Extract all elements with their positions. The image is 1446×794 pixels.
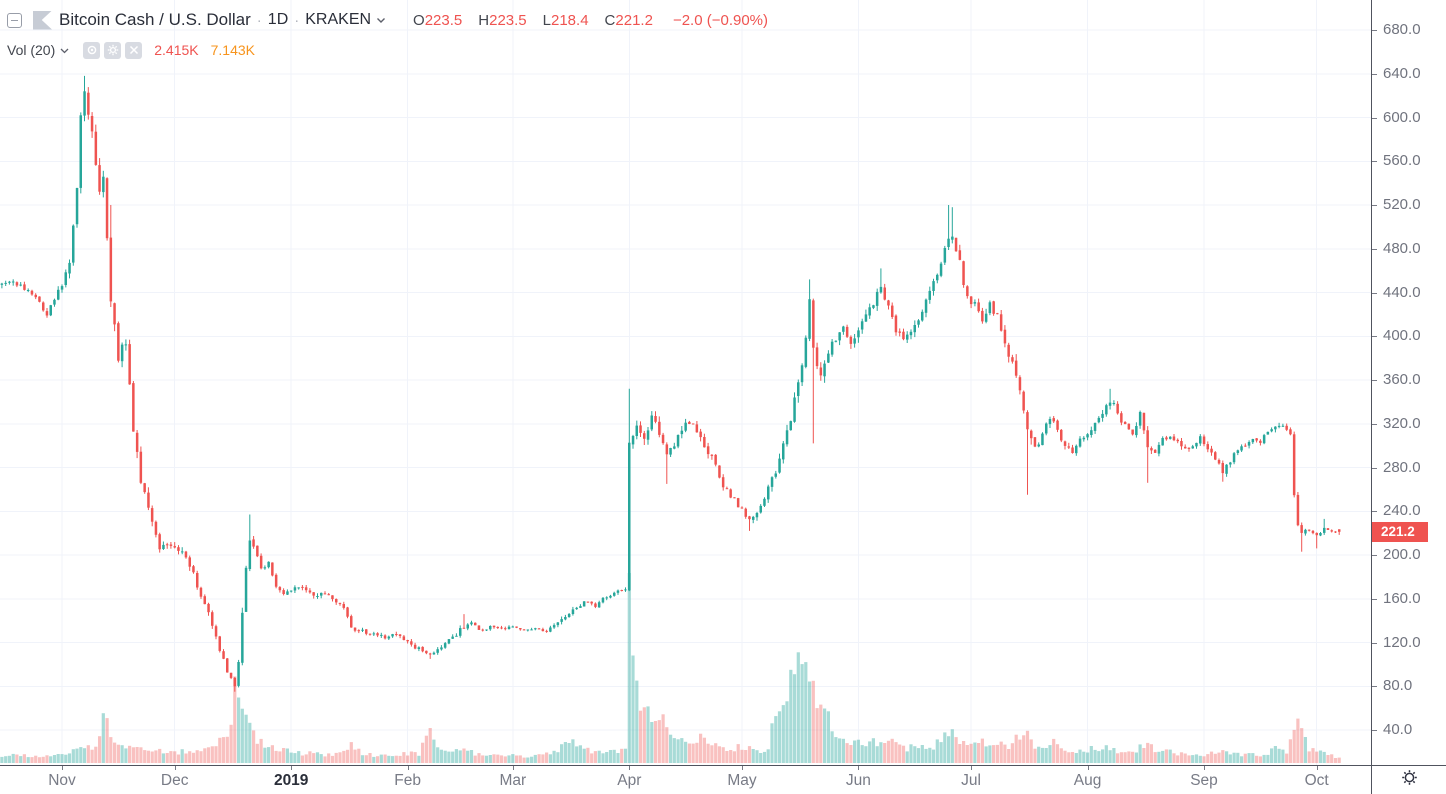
low-label: L [542, 11, 551, 29]
price-axis-label: 440.0 [1383, 283, 1421, 301]
volume-indicator-label[interactable]: Vol (20) [7, 42, 56, 58]
price-chart-pane[interactable] [0, 0, 1371, 765]
time-axis-tick [1087, 766, 1089, 770]
time-axis-label: 2019 [273, 772, 309, 789]
remove-icon[interactable] [125, 41, 143, 59]
low-value: 218.4 [551, 11, 589, 29]
price-axis-tick [1372, 248, 1377, 250]
separator-dot: · [256, 11, 262, 29]
open-value: 223.5 [424, 11, 463, 29]
price-axis-tick [1372, 730, 1377, 731]
price-axis-tick [1372, 642, 1377, 644]
close-value: 221.2 [615, 11, 653, 29]
time-axis-tick [174, 766, 176, 770]
open-label: O [413, 11, 425, 29]
time-axis-label: Mar [499, 772, 527, 789]
price-axis-label: 360.0 [1383, 371, 1421, 388]
separator-dot: · [294, 11, 300, 29]
price-axis-label: 320.0 [1383, 414, 1421, 432]
price-axis-label: 680.0 [1383, 21, 1421, 38]
price-axis-tick [1372, 686, 1377, 688]
price-axis-label: 400.0 [1383, 327, 1421, 345]
price-axis-tick [1372, 511, 1377, 513]
price-axis-label: 560.0 [1383, 152, 1421, 170]
gear-icon[interactable] [1400, 768, 1419, 792]
price-axis-label: 480.0 [1383, 239, 1421, 257]
price-axis-label: 40.0 [1383, 721, 1413, 738]
time-axis-label: Nov [48, 772, 76, 789]
time-axis-tick [1204, 766, 1205, 770]
price-axis-label: 120.0 [1383, 633, 1421, 651]
axis-settings-corner[interactable] [1371, 765, 1446, 794]
high-value: 223.5 [489, 11, 527, 29]
time-axis-tick [629, 766, 631, 770]
time-axis-label: Jun [845, 772, 871, 789]
chevron-down-icon[interactable] [60, 41, 69, 59]
time-axis-tick [407, 766, 409, 770]
time-axis-label: Apr [617, 772, 642, 789]
price-axis-label: 280.0 [1383, 458, 1421, 476]
time-axis-label: Dec [160, 772, 189, 789]
price-axis[interactable]: 221.2 680.0 640.0 600.0 560.0 520.0 480.0 440.… [1371, 0, 1446, 765]
exchange-label[interactable]: KRAKEN [305, 11, 372, 28]
price-axis-tick [1372, 292, 1377, 294]
price-axis-label: 200.0 [1383, 546, 1421, 563]
chevron-down-icon[interactable] [376, 11, 386, 29]
price-axis-tick [1372, 467, 1377, 469]
price-axis-tick [1372, 205, 1377, 206]
volume-ma-value: 7.143K [210, 42, 255, 58]
ohlc-readout: O223.5 H223.5 L218.4 C221.2 −2.0 (−0.90%… [413, 12, 768, 29]
instrument-logo-icon [33, 10, 52, 30]
price-axis-tick [1372, 73, 1377, 75]
price-axis-tick [1372, 117, 1377, 119]
time-axis-tick [858, 766, 860, 770]
time-axis-label: Feb [394, 772, 421, 789]
time-axis-label: Sep [1190, 772, 1218, 789]
visibility-icon[interactable] [83, 41, 101, 59]
price-axis-label: 240.0 [1383, 502, 1421, 520]
price-axis-tick [1372, 30, 1377, 31]
volume-value: 2.415K [154, 42, 199, 58]
price-axis-tick [1372, 423, 1377, 425]
time-axis-tick [971, 766, 973, 770]
time-axis-tick [512, 766, 514, 770]
time-axis-tick [291, 766, 293, 770]
time-axis-tick [1316, 766, 1318, 770]
price-axis-tick [1372, 598, 1377, 600]
price-axis-tick [1372, 380, 1377, 381]
price-axis-label: 640.0 [1383, 64, 1421, 82]
price-axis-tick [1372, 336, 1377, 338]
price-axis-label: 600.0 [1383, 108, 1421, 126]
time-axis-label: Jul [961, 772, 982, 789]
price-axis-tick [1372, 161, 1377, 163]
time-axis-label: Oct [1304, 772, 1329, 789]
settings-icon[interactable] [104, 41, 122, 59]
time-axis-label: May [727, 772, 757, 789]
price-axis-label: 520.0 [1383, 196, 1421, 213]
price-axis-tick [1372, 555, 1377, 556]
interval-label[interactable]: 1D [267, 11, 289, 28]
time-axis-label: Aug [1073, 772, 1102, 789]
indicator-actions [83, 41, 143, 59]
time-axis-tick [62, 766, 63, 770]
price-axis-label: 80.0 [1383, 677, 1413, 695]
price-axis-label: 160.0 [1383, 589, 1421, 607]
time-axis-tick [742, 766, 743, 770]
candlestick-chart[interactable] [0, 0, 1371, 765]
close-label: C [604, 11, 616, 29]
symbol-title[interactable]: Bitcoin Cash / U.S. Dollar [59, 10, 251, 29]
change-value: −2.0 (−0.90%) [672, 11, 768, 29]
collapse-pane-button[interactable] [7, 12, 22, 28]
time-axis[interactable]: Nov Dec 2019 Feb Mar Apr May Jun Jul Aug Sep Oct [0, 765, 1371, 794]
high-label: H [478, 11, 490, 29]
last-price-badge: 221.2 [1372, 522, 1428, 542]
